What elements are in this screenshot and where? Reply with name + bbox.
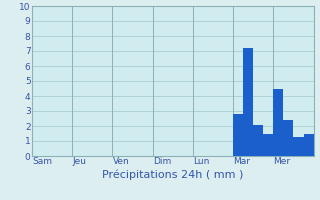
Bar xyxy=(243,48,253,156)
Bar xyxy=(233,114,243,156)
Bar xyxy=(284,120,293,156)
Bar xyxy=(263,134,273,156)
Bar xyxy=(273,88,284,156)
Bar xyxy=(293,137,304,156)
Bar xyxy=(253,124,263,156)
X-axis label: Précipitations 24h ( mm ): Précipitations 24h ( mm ) xyxy=(102,169,244,180)
Bar xyxy=(304,134,314,156)
